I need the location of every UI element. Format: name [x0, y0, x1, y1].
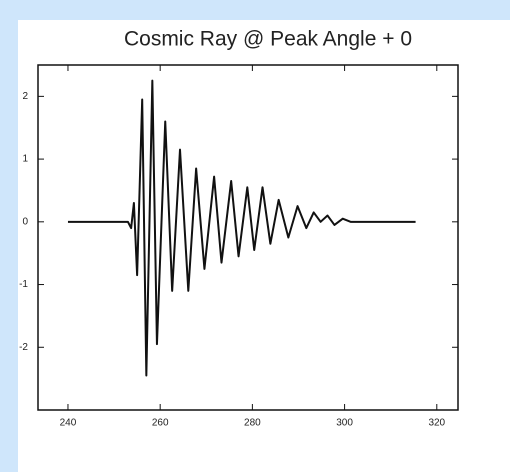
y-tick-label: 0 [22, 216, 28, 227]
y-tick-label: 2 [22, 91, 28, 102]
x-tick-label: 240 [60, 418, 77, 429]
x-tick-label: 280 [244, 418, 261, 429]
x-tick-label: 260 [152, 418, 169, 429]
x-tick-label: 320 [428, 418, 445, 429]
y-tick-label: -2 [19, 342, 28, 353]
y-tick-label: 1 [22, 154, 28, 165]
y-tick-label: -1 [19, 279, 28, 290]
x-tick-label: 300 [336, 418, 353, 429]
chart-title: Cosmic Ray @ Peak Angle + 0 [124, 28, 412, 51]
line [67, 79, 416, 377]
panel [18, 20, 510, 472]
plot-frame [37, 64, 459, 411]
